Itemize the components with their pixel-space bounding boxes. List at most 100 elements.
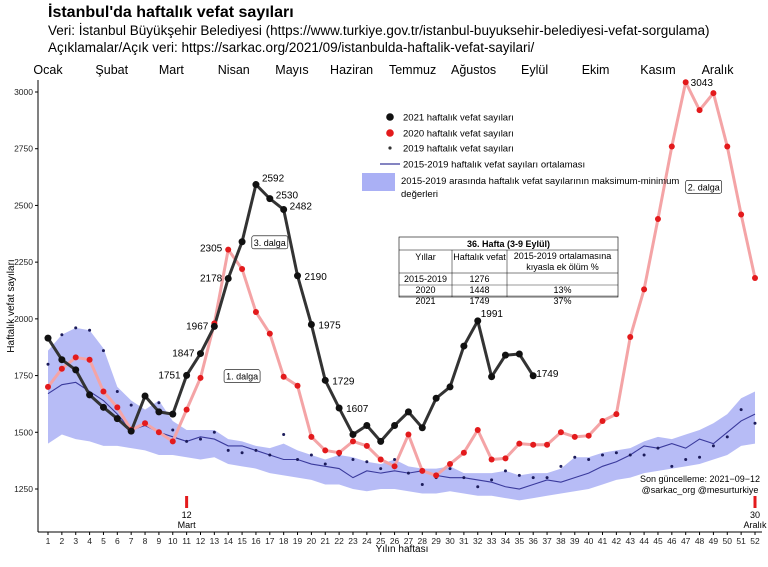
month-label: Mart	[159, 63, 185, 77]
x-tick-label: 30	[445, 536, 455, 546]
point-2021	[529, 372, 537, 380]
point-2019	[448, 467, 452, 471]
month-label: Ekim	[582, 63, 610, 77]
x-tick-label: 52	[750, 536, 760, 546]
point-2021	[432, 394, 440, 402]
wave-annotation-label: 1. dalga	[226, 372, 258, 382]
data-label-2021: 1991	[481, 309, 504, 320]
table-header-year: Yıllar	[415, 252, 436, 262]
table-cell-excess: 13%	[553, 285, 571, 295]
point-2021	[349, 431, 357, 439]
point-2020	[433, 472, 440, 479]
point-2020	[197, 374, 204, 381]
week-36-table: 36. Hafta (3-9 Eylül) Yıllar Haftalık vefa…	[398, 236, 619, 306]
point-2019	[129, 403, 133, 407]
point-2019	[406, 471, 410, 475]
point-2021	[460, 342, 468, 350]
y-axis-title: Haftalık vefat sayıları	[6, 259, 17, 352]
update-note-line2: @sarkac_org @mesurturkiye	[642, 485, 759, 495]
x-tick-label: 37	[542, 536, 552, 546]
date-marker-day: 12	[182, 510, 192, 520]
point-2019	[198, 437, 202, 441]
point-2019	[739, 408, 743, 412]
point-2021	[58, 356, 66, 364]
x-tick-label: 39	[570, 536, 580, 546]
date-marker-month: Mart	[178, 520, 196, 530]
table-cell-year: 2020	[415, 285, 435, 295]
point-2021	[446, 383, 454, 391]
data-label-2021: 1607	[346, 404, 369, 415]
y-tick-label: 1750	[14, 371, 33, 381]
point-2021	[86, 391, 94, 399]
wave-annotation-label: 2. dalga	[688, 182, 720, 192]
legend-label-2021: 2021 haftalık vefat sayıları	[403, 113, 514, 124]
x-tick-label: 40	[584, 536, 594, 546]
minmax-band-group	[48, 327, 755, 501]
month-label: Mayıs	[275, 63, 308, 77]
table-cell-deaths: 1448	[469, 285, 489, 295]
point-2019	[101, 349, 105, 353]
legend-label-2020: 2020 haftalık vefat sayıları	[403, 129, 514, 140]
month-label: Haziran	[330, 63, 373, 77]
y-tick-label: 1500	[14, 427, 33, 437]
data-label-2021: 1967	[186, 321, 209, 332]
point-2019	[684, 458, 688, 462]
month-label: Nisan	[218, 63, 250, 77]
point-2021	[404, 408, 412, 416]
x-tick-label: 41	[598, 536, 608, 546]
month-label: Ağustos	[451, 63, 496, 77]
x-tick-label: 6	[115, 536, 120, 546]
x-tick-label: 24	[362, 536, 372, 546]
table-cell-deaths: 1749	[469, 296, 489, 306]
point-2019	[254, 448, 258, 452]
point-2019	[656, 446, 660, 450]
y-tick-label: 2250	[14, 257, 33, 267]
data-label-2021: 2178	[200, 273, 223, 284]
wave-annotation-box	[685, 179, 723, 194]
y-tick-label: 1250	[14, 484, 33, 494]
x-tick-label: 1	[46, 536, 51, 546]
point-2021	[488, 373, 496, 381]
point-2020	[544, 441, 551, 448]
point-2021	[280, 206, 288, 214]
point-2020	[280, 373, 287, 380]
month-label: Şubat	[95, 63, 128, 77]
point-2019	[323, 462, 327, 466]
point-2020	[322, 447, 329, 454]
point-2019	[670, 464, 674, 468]
x-tick-label: 13	[210, 536, 220, 546]
data-label-2020: 2305	[200, 244, 223, 255]
legend-label-average: 2015-2019 haftalık vefat sayıları ortala…	[403, 160, 585, 171]
point-2021	[72, 366, 80, 374]
point-2019	[115, 389, 119, 393]
month-label: Aralık	[702, 63, 735, 77]
x-tick-label: 20	[307, 536, 317, 546]
x-tick-label: 7	[129, 536, 134, 546]
point-2021	[183, 371, 191, 379]
point-2021	[155, 408, 163, 416]
table-header-excess-line2: kıyasla ek ölüm %	[526, 262, 599, 272]
point-2019	[725, 435, 729, 439]
point-2019	[60, 333, 64, 337]
point-2019	[531, 476, 535, 480]
point-2019	[240, 451, 244, 455]
data-label-2021: 1975	[318, 321, 341, 332]
point-2020	[86, 356, 93, 363]
point-2019	[587, 458, 591, 462]
x-tick-label: 27	[404, 536, 414, 546]
x-tick-label: 34	[501, 536, 511, 546]
point-2020	[460, 449, 467, 456]
x-tick-label: 36	[528, 536, 538, 546]
point-2020	[752, 275, 758, 282]
point-2019	[282, 433, 286, 437]
x-tick-label: 47	[681, 536, 691, 546]
point-2021	[113, 415, 121, 423]
x-tick-label: 35	[515, 536, 525, 546]
x-tick-label: 18	[279, 536, 289, 546]
x-tick-label: 23	[348, 536, 358, 546]
x-tick-label: 17	[265, 536, 275, 546]
x-tick-label: 16	[251, 536, 261, 546]
point-2020	[349, 438, 356, 445]
x-tick-label: 42	[612, 536, 622, 546]
